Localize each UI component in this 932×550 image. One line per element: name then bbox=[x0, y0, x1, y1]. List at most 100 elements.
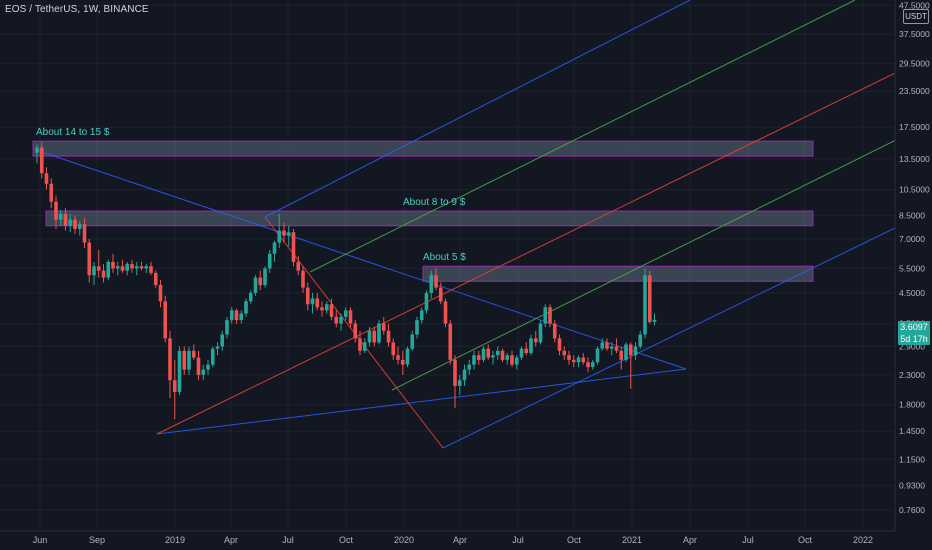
candle-body bbox=[258, 277, 263, 286]
trend-line bbox=[156, 368, 687, 435]
y-tick-label: 13.5000 bbox=[899, 154, 930, 164]
price-zone bbox=[422, 265, 814, 282]
candle-body bbox=[263, 268, 267, 286]
y-tick-label: 29.5000 bbox=[899, 58, 930, 68]
last-price-tag: 3.6097 5d 17h bbox=[898, 321, 930, 345]
candle-body bbox=[139, 266, 144, 269]
candles bbox=[35, 141, 657, 420]
candle-body bbox=[68, 219, 73, 226]
y-tick-label: 8.5000 bbox=[899, 210, 925, 220]
candle-body bbox=[519, 348, 524, 358]
candle-body bbox=[400, 359, 405, 365]
candle-body bbox=[571, 359, 576, 363]
candle-body bbox=[54, 201, 58, 220]
candle-body bbox=[396, 355, 400, 360]
zone-label: About 8 to 9 $ bbox=[403, 197, 466, 208]
candle-body bbox=[334, 316, 339, 324]
symbol-title[interactable]: EOS / TetherUS, 1W, BINANCE bbox=[5, 4, 149, 15]
candle-body bbox=[377, 323, 381, 343]
candle-body bbox=[638, 334, 643, 347]
candle-body bbox=[424, 292, 429, 311]
price-zone bbox=[45, 210, 814, 227]
candle-body bbox=[367, 330, 372, 343]
candle-body bbox=[58, 213, 63, 220]
candle-body bbox=[500, 350, 505, 360]
candle-body bbox=[557, 338, 562, 351]
candle-body bbox=[130, 264, 134, 269]
trend-line bbox=[442, 209, 932, 449]
trend-line bbox=[156, 54, 932, 435]
candle-body bbox=[624, 344, 628, 360]
candle-body bbox=[609, 346, 614, 349]
price-axis[interactable]: 47.5000 37.5000 29.5000 23.5000 17.5000 13.50… bbox=[894, 0, 932, 550]
candle-body bbox=[348, 310, 353, 324]
candle-body bbox=[63, 213, 68, 226]
candle-body bbox=[614, 346, 619, 351]
candle-body bbox=[552, 323, 557, 339]
price-unit-badge[interactable]: USDT bbox=[903, 9, 929, 24]
candle-body bbox=[324, 304, 329, 311]
candle-body bbox=[277, 230, 282, 243]
candle-body bbox=[372, 330, 377, 343]
zone-label: About 14 to 15 $ bbox=[36, 127, 110, 138]
y-tick-label: 17.5000 bbox=[899, 122, 930, 132]
candle-body bbox=[125, 264, 130, 271]
candle-body bbox=[96, 266, 101, 271]
candle-body bbox=[647, 275, 652, 322]
bar-countdown: 5d 17h bbox=[900, 334, 928, 344]
candle-body bbox=[443, 301, 448, 324]
candle-body bbox=[172, 380, 177, 392]
candle-body bbox=[234, 310, 239, 321]
candle-body bbox=[163, 301, 168, 339]
y-tick-label: 1.1500 bbox=[899, 454, 925, 464]
candle-body bbox=[457, 380, 462, 386]
candle-body bbox=[590, 362, 595, 368]
candle-body bbox=[524, 348, 529, 354]
candle-body bbox=[438, 287, 443, 302]
candle-body bbox=[538, 323, 543, 343]
candle-body bbox=[73, 219, 77, 229]
candle-body bbox=[134, 266, 139, 269]
y-tick-label: 2.3000 bbox=[899, 370, 925, 380]
candle-body bbox=[429, 275, 434, 293]
trend-line bbox=[264, 0, 691, 218]
candle-body bbox=[225, 320, 229, 335]
y-tick-label: 1.8000 bbox=[899, 400, 925, 410]
zone-label: About 5 $ bbox=[423, 252, 466, 263]
candle-body bbox=[329, 304, 334, 317]
candle-body bbox=[44, 173, 49, 184]
y-tick-label: 37.5000 bbox=[899, 29, 930, 39]
grid bbox=[0, 0, 895, 531]
time-axis[interactable]: Jun Sep 2019 Apr Jul Oct 2020 Apr Jul Oct 2021 Apr J… bbox=[0, 530, 895, 545]
candle-body bbox=[652, 319, 657, 322]
candle-body bbox=[543, 307, 548, 324]
candle-body bbox=[353, 323, 358, 339]
y-tick-label: 4.5000 bbox=[899, 288, 925, 298]
candle-body bbox=[149, 266, 153, 273]
candle-body bbox=[220, 334, 225, 347]
candle-body bbox=[35, 147, 39, 153]
candle-body bbox=[87, 242, 92, 276]
price-zone bbox=[32, 140, 814, 157]
candle-body bbox=[448, 323, 453, 360]
x-tick-label: 2019 bbox=[165, 535, 185, 545]
candle-body bbox=[272, 242, 277, 254]
candle-body bbox=[486, 348, 491, 358]
x-tick-label: Jul bbox=[282, 535, 294, 545]
candle-body bbox=[562, 350, 567, 356]
y-tick-label: 23.5000 bbox=[899, 86, 930, 96]
candle-body bbox=[410, 334, 415, 349]
candle-body bbox=[405, 348, 410, 365]
candle-body bbox=[386, 330, 391, 343]
candle-body bbox=[481, 348, 486, 360]
candle-body bbox=[320, 307, 324, 311]
y-tick-label: 5.5000 bbox=[899, 263, 925, 273]
candle-body bbox=[491, 355, 495, 358]
candle-body bbox=[282, 230, 286, 236]
candle-body bbox=[310, 298, 315, 305]
candle-body bbox=[595, 348, 600, 363]
y-tick-label: 7.0000 bbox=[899, 234, 925, 244]
candle-body bbox=[248, 292, 253, 302]
candle-body bbox=[253, 277, 258, 293]
